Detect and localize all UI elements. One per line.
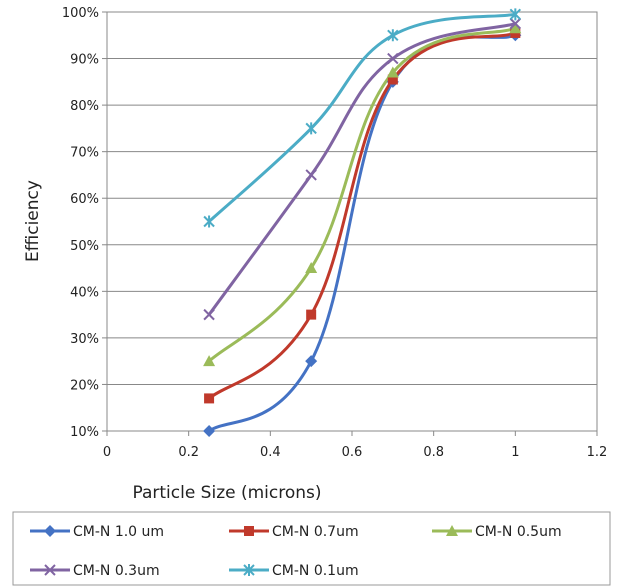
data-point [306,309,317,320]
y-tick-label: 60% [70,192,99,207]
data-point [305,355,318,368]
legend-label: CM-N 1.0 um [73,524,164,540]
legend-marker [44,525,56,537]
legend-entry: CM-N 0.7um [229,524,359,540]
data-point [204,393,215,404]
data-point [305,122,317,135]
y-tick-label: 50% [70,239,99,254]
series-markers [203,8,522,437]
series-lines [207,12,516,433]
x-tick-label: 0.6 [342,445,363,460]
data-point [509,8,522,21]
data-point [203,425,216,437]
data-point [305,169,317,181]
y-tick-label: 10% [70,425,99,440]
y-tick-label: 20% [70,378,99,393]
legend-marker [446,525,458,536]
y-tick-label: 80% [70,99,99,114]
y-tick-label: 70% [70,146,99,161]
data-point [509,17,522,30]
legend-label: CM-N 0.7um [272,524,359,540]
y-tick-label: 100% [62,6,99,21]
legend-entry: CM-N 0.3um [30,563,160,579]
data-point [305,262,318,274]
legend-label: CM-N 0.3um [73,563,160,579]
series-line-4 [207,22,516,316]
series-line-3 [208,26,516,363]
y-tick-label: 90% [70,53,99,68]
legend-marker [243,564,255,576]
x-axis-ticks: 0 0.2 0.4 0.6 0.8 1 1.2 [103,431,607,460]
y-tick-label: 40% [70,285,99,300]
x-tick-label: 0.2 [178,445,199,460]
data-point [203,308,215,321]
legend-entry: CM-N 1.0 um [30,524,164,540]
series-line-5 [208,12,516,223]
x-tick-label: 0.8 [423,445,444,460]
legend-entry: CM-N 0.5um [432,524,562,540]
x-tick-label: 1.2 [587,445,608,460]
data-point [203,355,216,367]
legend-marker [244,526,254,536]
x-axis-title: Particle Size (microns) [132,483,321,503]
data-point [387,52,399,65]
data-point [386,66,399,78]
data-point [387,29,399,42]
y-tick-label: 30% [70,332,99,347]
legend-label: CM-N 0.1um [272,563,359,579]
data-point [509,22,522,34]
legend [12,511,611,586]
legend-label: CM-N 0.5um [475,524,562,540]
y-axis-title: Efficiency [23,180,43,262]
legend-entries: CM-N 1.0 um CM-N 0.7um CM-N 0.5um CM-N 0.3u… [30,524,562,579]
data-point [387,74,398,85]
legend-entry: CM-N 0.1um [229,563,359,579]
series-line-2 [208,31,516,400]
y-axis-ticks: 10% 20% 30% 40% 50% 60% 70% 80% 90% 100% [62,6,107,440]
x-tick-label: 1 [511,445,519,460]
x-tick-label: 0 [103,445,111,460]
legend-marker [44,564,56,576]
data-point [203,215,215,228]
x-tick-label: 0.4 [260,445,281,460]
